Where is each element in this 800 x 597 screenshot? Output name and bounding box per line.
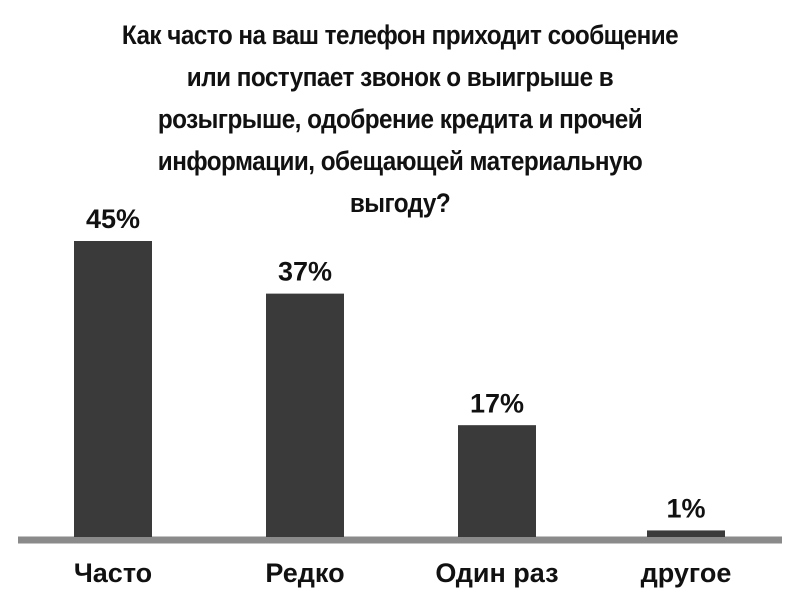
chart-title: Как часто на ваш телефон приходит сообще…	[121, 20, 679, 218]
category-label: Редко	[265, 558, 344, 588]
bar	[647, 530, 725, 537]
category-label: Часто	[74, 558, 152, 588]
value-label: 1%	[666, 494, 705, 524]
value-label: 45%	[86, 204, 140, 234]
bar	[266, 293, 344, 537]
category-label: другое	[641, 558, 732, 588]
bar	[458, 425, 536, 537]
value-label: 37%	[278, 257, 332, 287]
category-label: Один раз	[435, 558, 558, 588]
bar	[74, 241, 152, 537]
value-label: 17%	[470, 388, 524, 418]
